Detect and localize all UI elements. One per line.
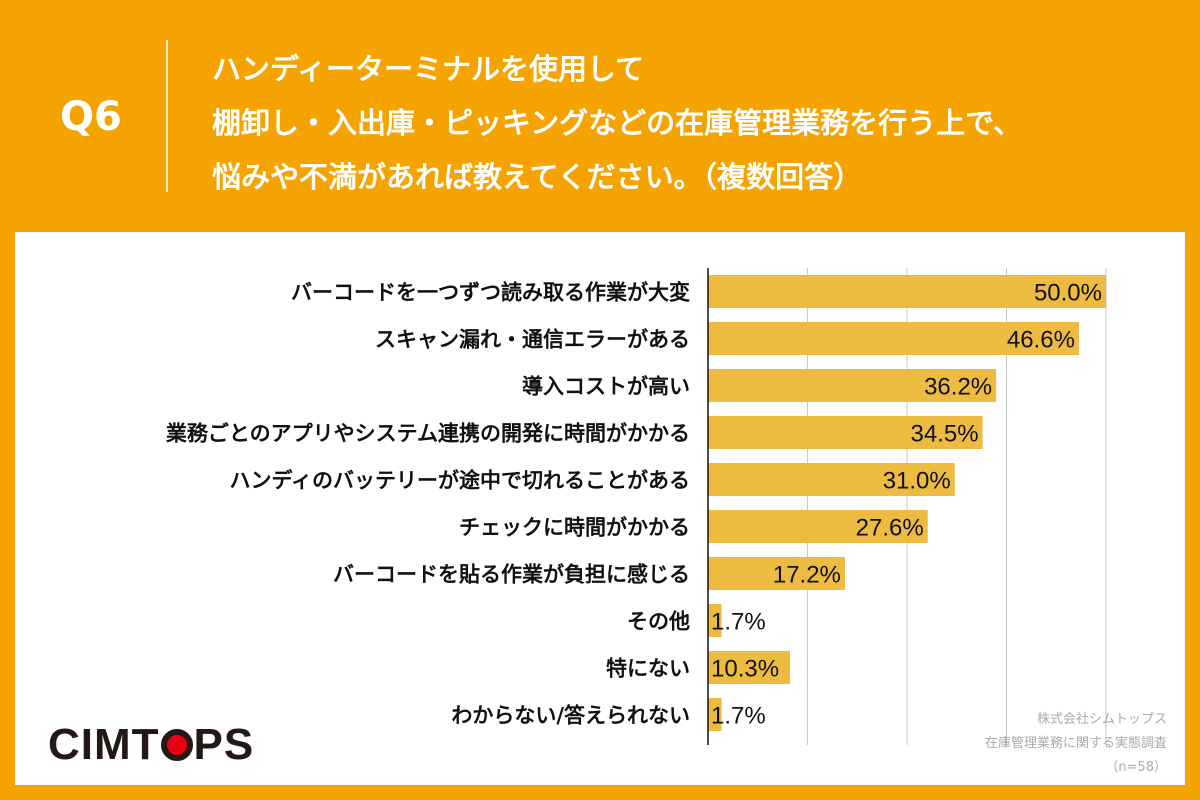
source-company: 株式会社シムトップス: [1036, 712, 1167, 727]
category-label: 特にない: [606, 657, 690, 681]
cimtops-logo: CIMT PS: [48, 720, 255, 769]
category-label: ハンディのバッテリーが途中で切れることがある: [229, 469, 690, 493]
value-label: 31.0%: [883, 468, 951, 495]
category-label: わからない/答えられない: [451, 704, 690, 728]
category-label: バーコードを一つずつ読み取る作業が大変: [291, 281, 690, 305]
category-label: 業務ごとのアプリやシステム連携の開発に時間がかかる: [166, 422, 690, 446]
category-label: スキャン漏れ・通信エラーがある: [375, 328, 690, 352]
source-note: 株式会社シムトップス 在庫管理業務に関する実態調査 （n=58）: [985, 708, 1167, 780]
value-label: 36.2%: [924, 374, 992, 401]
bar: [708, 369, 997, 402]
bar: [708, 463, 955, 496]
value-label: 1.7%: [711, 609, 766, 636]
value-label: 46.6%: [1007, 327, 1075, 354]
question-number: Q6: [60, 94, 122, 140]
title-line: 悩みや不満があれば教えてください。（複数回答）: [212, 160, 863, 194]
title-line: 棚卸し・入出庫・ピッキングなどの在庫管理業務を行う上で、: [212, 106, 1022, 140]
category-label: チェックに時間がかかる: [459, 516, 690, 540]
question-title: ハンディーターミナルを使用して 棚卸し・入出庫・ピッキングなどの在庫管理業務を行…: [212, 42, 1022, 204]
value-label: 50.0%: [1034, 280, 1102, 307]
bar: [708, 510, 928, 543]
bar: [708, 698, 722, 731]
value-label: 10.3%: [711, 656, 779, 683]
bar: [708, 322, 1079, 355]
bar: [708, 275, 1106, 308]
category-label: バーコードを貼る作業が負担に感じる: [333, 563, 690, 587]
bar: [708, 557, 845, 590]
header-divider: [166, 40, 168, 192]
value-label: 1.7%: [711, 703, 766, 730]
source-sample: （n=58）: [1105, 760, 1167, 775]
bar: [708, 651, 790, 684]
bar: [708, 604, 722, 637]
title-line: ハンディーターミナルを使用して: [212, 52, 645, 86]
bar: [708, 416, 983, 449]
category-label: 導入コストが高い: [522, 375, 690, 399]
category-label: その他: [627, 610, 690, 634]
value-label: 34.5%: [911, 421, 979, 448]
value-label: 17.2%: [773, 562, 841, 589]
value-label: 27.6%: [856, 515, 924, 542]
source-survey: 在庫管理業務に関する実態調査: [984, 736, 1167, 751]
